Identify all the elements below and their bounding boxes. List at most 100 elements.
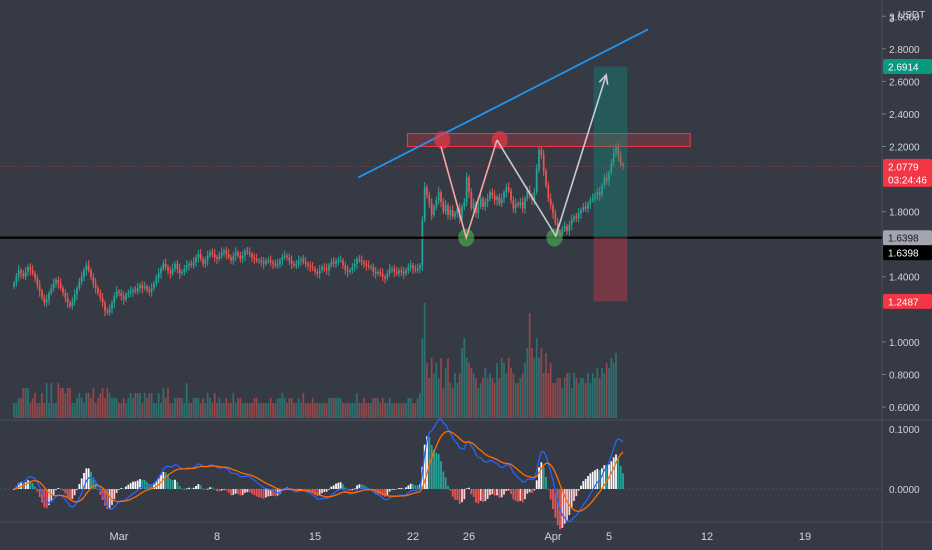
- macd-histogram-bar: [472, 489, 475, 497]
- candle-body: [164, 263, 167, 267]
- macd-histogram-bar: [510, 489, 512, 494]
- volume-bar: [169, 403, 172, 418]
- volume-bar: [220, 403, 223, 418]
- candle-body: [300, 258, 302, 261]
- volume-bar: [122, 398, 125, 418]
- volume-bar: [73, 403, 76, 418]
- volume-bar: [202, 398, 204, 418]
- volume-bar: [549, 363, 552, 418]
- volume-bar: [517, 383, 519, 418]
- macd-histogram-bar: [360, 484, 363, 489]
- volume-bar: [195, 398, 197, 418]
- macd-histogram-bar: [568, 489, 571, 516]
- volume-bar: [365, 403, 368, 418]
- candle-body: [582, 206, 585, 210]
- candle-body: [185, 265, 188, 269]
- volume-bar: [528, 313, 531, 418]
- volume-bar: [503, 363, 505, 418]
- macd-histogram-bar: [85, 468, 88, 489]
- candle-body: [146, 286, 148, 290]
- candle-body: [598, 192, 601, 196]
- candle-body: [619, 156, 622, 165]
- price-badge: [883, 158, 932, 187]
- candle-body: [433, 206, 435, 215]
- volume-bar: [129, 393, 132, 418]
- volume-bar: [209, 398, 211, 418]
- volume-bar: [218, 398, 221, 418]
- macd-histogram-bar: [414, 485, 417, 489]
- volume-bar: [132, 398, 134, 418]
- macd-histogram-bar: [386, 489, 389, 496]
- candle-body: [253, 257, 256, 259]
- macd-histogram-bar: [204, 489, 207, 490]
- macd-histogram-bar: [314, 489, 316, 495]
- volume-bar: [363, 398, 365, 418]
- macd-histogram-bar: [601, 468, 603, 489]
- price-tick-label: 2.2000: [889, 143, 920, 154]
- volume-bar: [458, 373, 461, 418]
- macd-histogram-bar: [318, 489, 321, 496]
- macd-histogram-bar: [234, 489, 237, 494]
- volume-bar: [118, 403, 120, 418]
- volume-bar: [274, 403, 277, 418]
- volume-bar: [370, 403, 372, 418]
- candle-body: [31, 270, 34, 274]
- macd-histogram-bar: [157, 477, 160, 489]
- volume-bar: [80, 398, 83, 418]
- macd-histogram-bar: [458, 489, 461, 505]
- volume-bar: [251, 403, 253, 418]
- candle-body: [71, 301, 74, 307]
- volume-bar: [283, 398, 286, 418]
- volume-bar: [596, 368, 599, 418]
- macd-histogram-bar: [615, 454, 617, 489]
- candle-body: [335, 260, 337, 264]
- volume-bar: [160, 403, 162, 418]
- volume-bar: [610, 358, 613, 418]
- macd-histogram-bar: [461, 489, 463, 503]
- candle-body: [150, 288, 153, 292]
- volume-bar: [542, 373, 545, 418]
- macd-histogram-bar: [351, 489, 354, 491]
- candle-body: [381, 273, 384, 277]
- macd-histogram-bar: [489, 489, 491, 496]
- macd-histogram-bar: [94, 483, 97, 489]
- candle-body: [80, 276, 83, 282]
- volume-bar: [272, 403, 274, 418]
- macd-histogram-bar: [27, 480, 29, 489]
- candle-body: [554, 213, 557, 224]
- chart-drawings[interactable]: [0, 28, 882, 302]
- time-axis[interactable]: Mar 8 15 22 26 Apr 5 12 19: [110, 531, 812, 543]
- volume-bar: [50, 383, 53, 418]
- macd-histogram-bar: [582, 481, 585, 489]
- macd-histogram-bar: [223, 489, 225, 490]
- volume-bar: [27, 388, 29, 418]
- volume-bar: [563, 378, 566, 418]
- volume-bars: [13, 303, 617, 418]
- macd-histogram-bar: [115, 489, 118, 493]
- volume-bar: [101, 388, 104, 418]
- candle-body: [353, 263, 356, 267]
- volume-bar: [351, 403, 354, 418]
- macd-histogram-bar: [118, 489, 120, 490]
- price-axis[interactable]: USDT 3 3.0000 2.8000 2.6000 2.4000 2.2000 1.8…: [882, 10, 925, 414]
- macd-histogram-bar: [302, 489, 305, 490]
- volume-bar: [349, 403, 351, 418]
- candle-body: [512, 200, 515, 209]
- volume-bar: [213, 393, 216, 418]
- candle-body: [160, 268, 162, 274]
- volume-bar: [442, 388, 445, 418]
- volume-bar: [486, 378, 489, 418]
- volume-bar: [440, 358, 442, 418]
- candle-body: [106, 310, 109, 313]
- candle-body: [538, 149, 540, 170]
- time-tick-label: 22: [407, 531, 419, 543]
- candle-body: [486, 198, 489, 202]
- candle-body: [139, 284, 141, 289]
- volume-bar: [456, 383, 459, 418]
- volume-bar: [465, 358, 468, 418]
- volume-bar: [237, 398, 239, 418]
- top-marker: [434, 131, 451, 149]
- volume-bar: [83, 403, 85, 418]
- candle-body: [423, 187, 426, 220]
